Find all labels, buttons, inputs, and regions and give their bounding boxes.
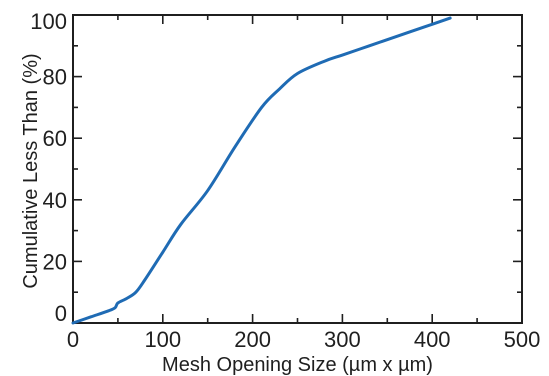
- x-tick-label: 400: [414, 327, 451, 352]
- y-tick-label: 20: [43, 249, 67, 274]
- y-tick-label: 80: [43, 65, 67, 90]
- plot-frame: [72, 14, 523, 324]
- y-tick-label: 0: [55, 301, 67, 326]
- x-tick-label: 100: [144, 327, 181, 352]
- y-tick-label: 40: [43, 188, 67, 213]
- y-axis-title: Cumulative Less Than (%): [20, 53, 42, 288]
- axes: 0 100 200 300 400 500 0 20 40 60 80 100: [30, 9, 540, 352]
- x-tick-label: 300: [324, 327, 361, 352]
- series-layer: [71, 16, 452, 325]
- x-axis-title: Mesh Opening Size (µm x µm): [162, 354, 433, 376]
- x-tick-label: 500: [504, 327, 541, 352]
- x-tick-label: 200: [234, 327, 271, 352]
- x-tick-label: 0: [67, 327, 79, 352]
- labels-layer: Mesh Opening Size (µm x µm) Cumulative L…: [20, 53, 433, 376]
- cumulative-curve-line: [71, 16, 452, 325]
- y-tick-label: 100: [30, 9, 67, 34]
- y-tick-label: 60: [43, 126, 67, 151]
